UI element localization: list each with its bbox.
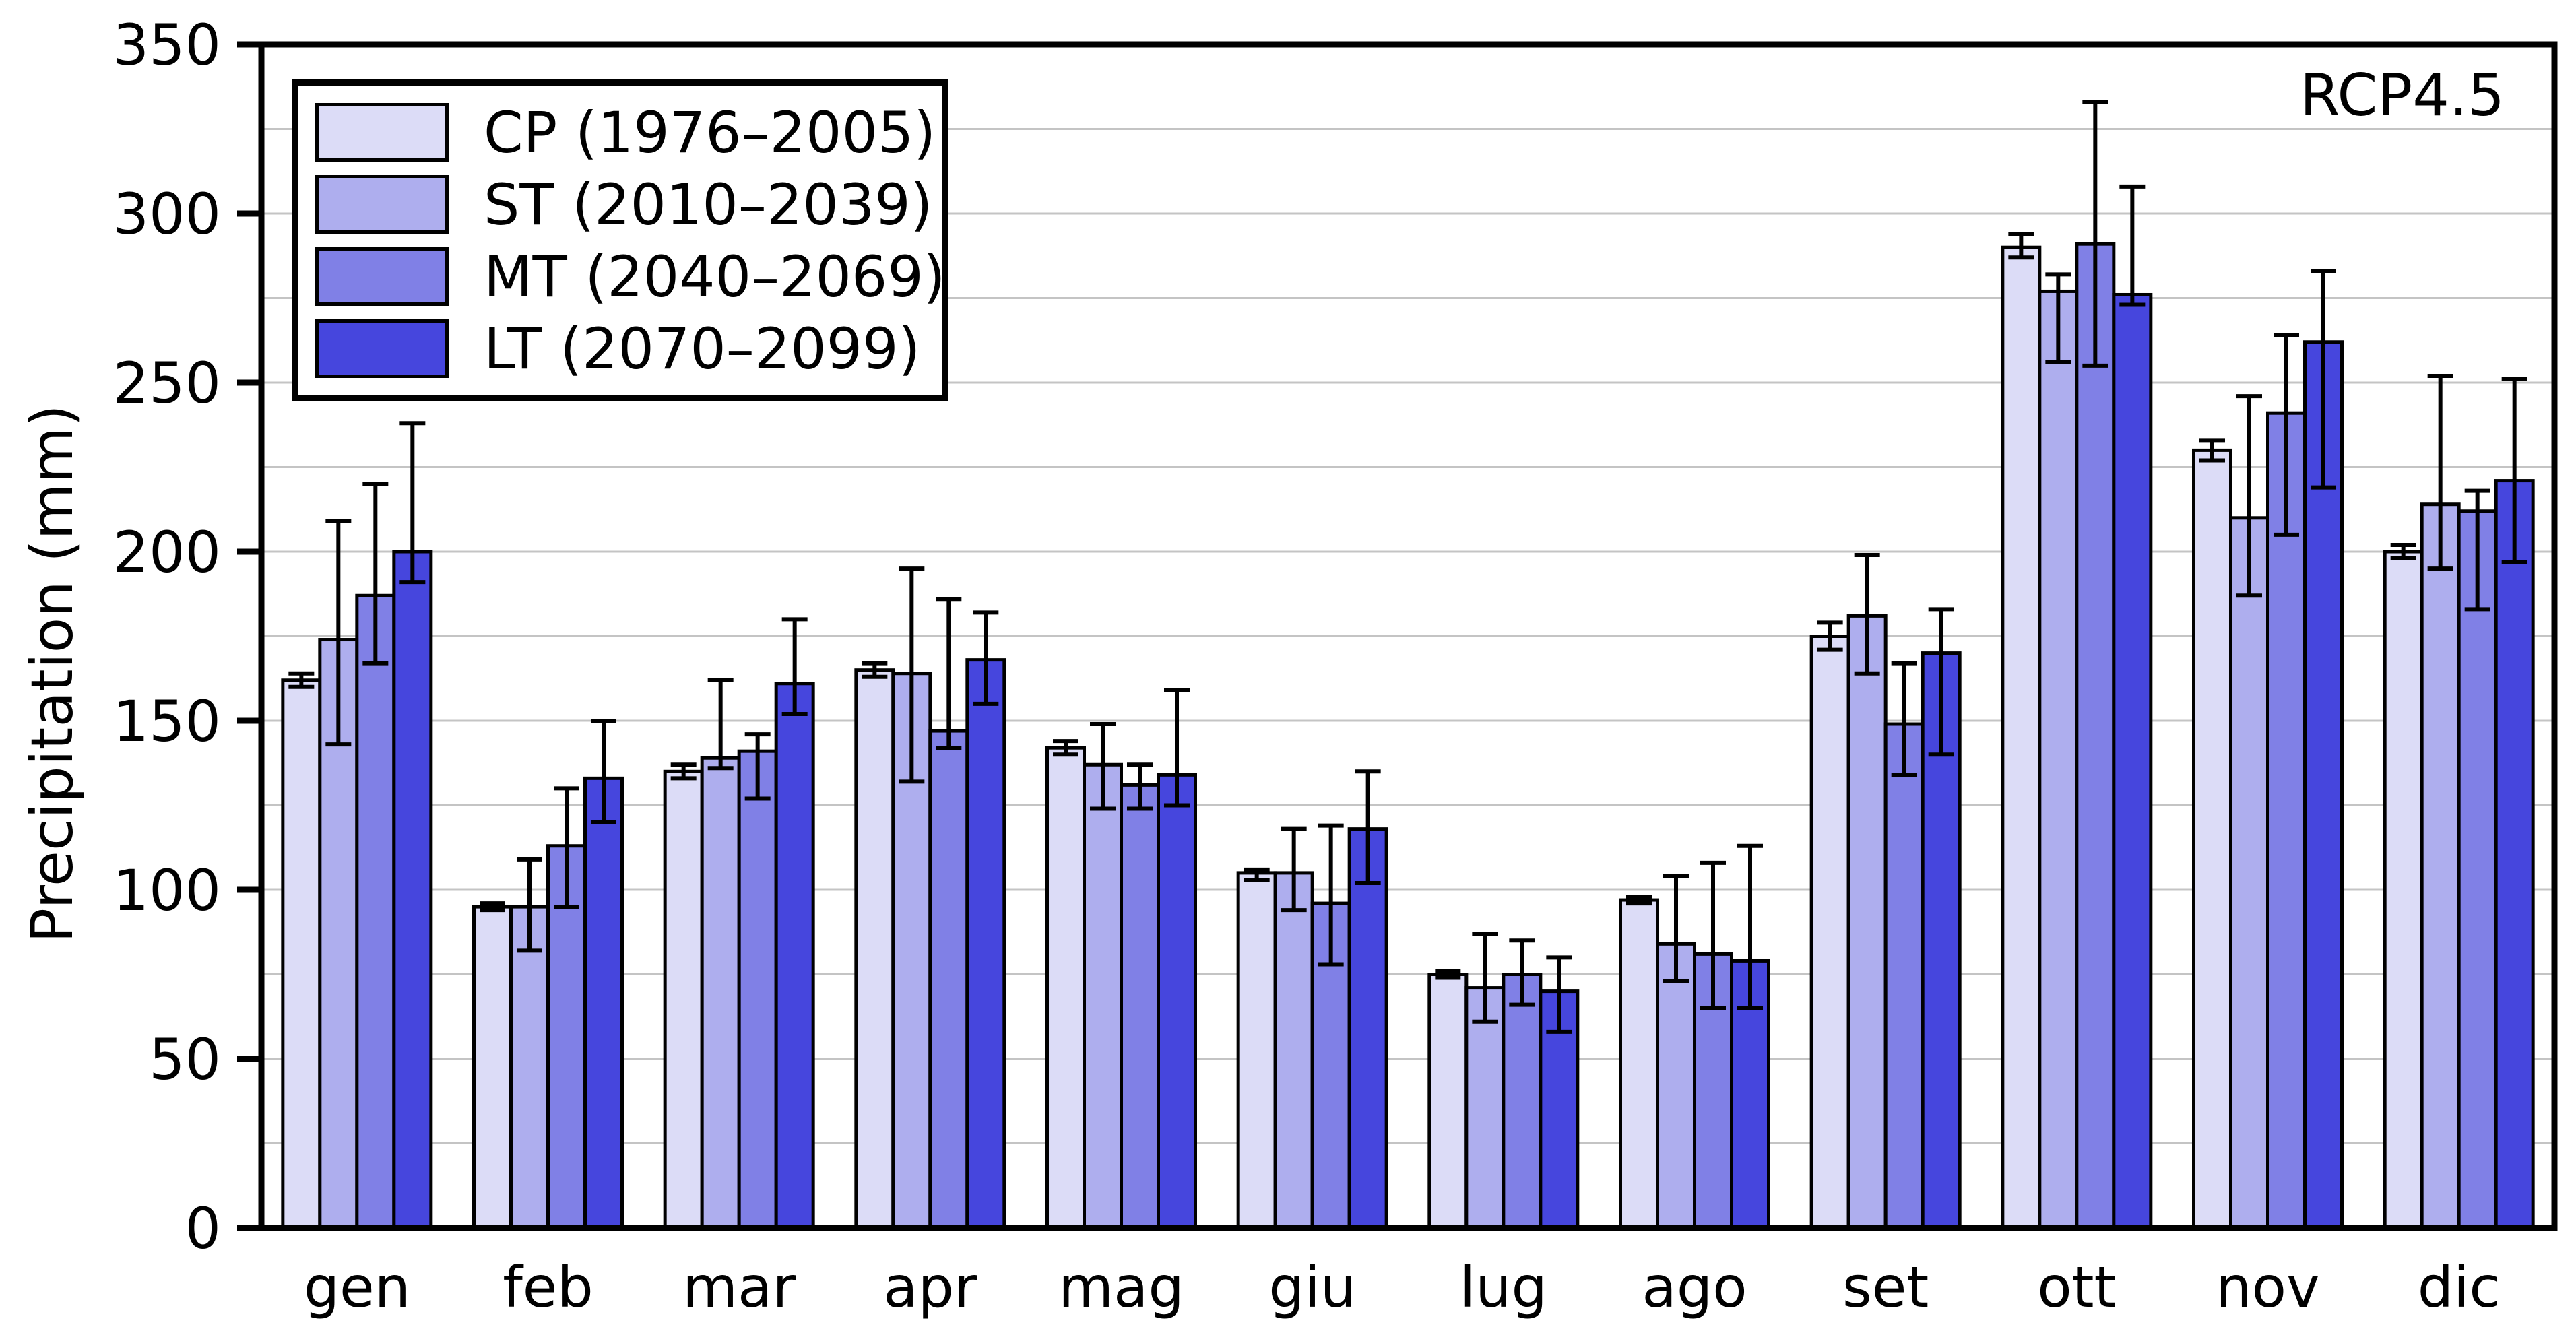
bar: [2420, 502, 2461, 1230]
x-category-label: lug: [1460, 1254, 1547, 1320]
x-category-label: giu: [1268, 1254, 1356, 1320]
y-tick-label: 250: [113, 350, 221, 416]
y-tick-label: 350: [113, 12, 221, 78]
bar: [583, 776, 624, 1230]
bar: [2075, 242, 2116, 1230]
bar: [1236, 871, 1277, 1230]
bar: [509, 905, 550, 1230]
x-category-label: nov: [2216, 1254, 2319, 1320]
legend-swatch-mt: [315, 247, 449, 306]
legend-item-mt: MT (2040–2069): [315, 247, 946, 306]
x-category-label: mag: [1058, 1254, 1184, 1320]
bar: [2038, 289, 2079, 1230]
bar: [700, 756, 741, 1230]
plot-border: [258, 41, 2558, 1231]
bar: [2112, 292, 2153, 1230]
bar: [2229, 516, 2269, 1230]
legend: CP (1976–2005) ST (2010–2039) MT (2040–2…: [292, 79, 948, 401]
bar: [1045, 746, 1086, 1230]
bar: [774, 682, 815, 1230]
legend-label-st: ST (2010–2039): [484, 171, 933, 238]
y-axis-title: Precipitation (mm): [19, 404, 86, 943]
legend-swatch-st: [315, 175, 449, 234]
x-category-label: apr: [883, 1254, 977, 1320]
bar: [1656, 942, 1696, 1230]
bar: [891, 672, 932, 1230]
x-category-label: gen: [304, 1254, 410, 1320]
bar: [1273, 871, 1314, 1230]
x-category-label: ago: [1642, 1254, 1747, 1320]
bar: [1157, 773, 1197, 1230]
bar: [663, 769, 704, 1230]
bar: [472, 905, 513, 1230]
x-category-label: dic: [2418, 1254, 2501, 1320]
legend-item-st: ST (2010–2039): [315, 175, 936, 234]
bar: [737, 749, 778, 1230]
bar: [1883, 722, 1925, 1230]
y-tick-label: 200: [113, 519, 221, 585]
bar: [1464, 986, 1506, 1230]
bar: [2001, 245, 2042, 1230]
x-category-label: feb: [503, 1254, 593, 1320]
bar: [2383, 550, 2424, 1230]
legend-label-lt: LT (2070–2099): [484, 315, 921, 382]
bar: [1083, 762, 1123, 1230]
y-tick-label: 0: [185, 1196, 221, 1262]
x-category-label: set: [1842, 1254, 1929, 1320]
bar: [281, 678, 322, 1230]
legend-item-cp: CP (1976–2005): [315, 103, 936, 162]
bar: [546, 844, 587, 1230]
bar: [1846, 614, 1888, 1230]
legend-label-cp: CP (1976–2005): [484, 99, 936, 166]
legend-label-mt: MT (2040–2069): [484, 243, 946, 310]
bar: [1347, 827, 1388, 1230]
bar: [1619, 898, 1659, 1230]
bar: [854, 668, 895, 1230]
x-category-label: mar: [682, 1254, 796, 1320]
bar: [965, 658, 1006, 1230]
bar: [392, 550, 433, 1230]
bar: [2192, 448, 2232, 1230]
bar: [2457, 509, 2498, 1230]
scenario-label: RCP4.5: [2299, 62, 2505, 129]
legend-swatch-lt: [315, 319, 449, 378]
legend-swatch-cp: [315, 103, 449, 162]
y-tick-label: 50: [149, 1027, 221, 1093]
y-tick-label: 100: [113, 857, 221, 923]
bar: [1427, 973, 1469, 1230]
bar: [2494, 479, 2535, 1230]
y-tick-label: 300: [113, 181, 221, 247]
bar: [1809, 635, 1850, 1230]
y-tick-label: 150: [113, 688, 221, 754]
bar: [1120, 783, 1160, 1230]
bar: [928, 729, 969, 1230]
bar: [355, 593, 396, 1230]
legend-item-lt: LT (2070–2099): [315, 319, 936, 378]
x-category-label: ott: [2037, 1254, 2116, 1320]
bar: [1502, 973, 1543, 1230]
